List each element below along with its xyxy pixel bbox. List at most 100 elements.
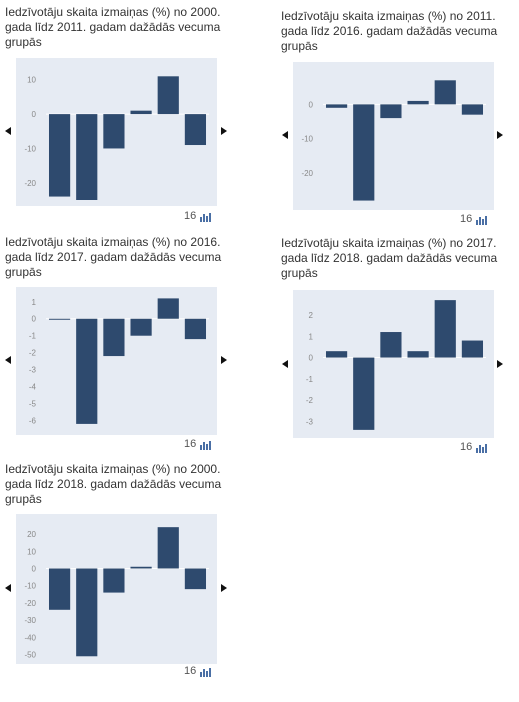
next-arrow-icon[interactable] xyxy=(221,356,227,364)
chart-title: Iedzīvotāju skaita izmaiņas (%) no 2000.… xyxy=(5,5,221,49)
bar[interactable] xyxy=(407,351,429,358)
bar[interactable] xyxy=(76,318,98,424)
chart-panel-3: Iedzīvotāju skaita izmaiņas (%) no 2016.… xyxy=(0,0,250,460)
footer-count: 16 xyxy=(460,213,473,225)
prev-arrow-icon[interactable] xyxy=(5,356,11,364)
y-tick-label: 0 xyxy=(32,110,37,119)
bar[interactable] xyxy=(434,80,456,105)
y-tick-label: 0 xyxy=(32,564,37,573)
plot-area: 2 1 0 -1 -2 -3 xyxy=(293,290,494,438)
bar[interactable] xyxy=(353,104,375,201)
y-tick-label: -30 xyxy=(24,616,36,625)
plot-area: 1 0 -1 -2 -3 -4 -5 -6 xyxy=(16,287,217,435)
chart-title: Iedzīvotāju skaita izmaiņas (%) no 2000.… xyxy=(5,462,222,506)
bar[interactable] xyxy=(76,568,98,657)
y-tick-label: -10 xyxy=(301,135,313,144)
bar-chart: 10 0 -10 -20 xyxy=(24,76,209,200)
bar[interactable] xyxy=(130,566,152,569)
chart-footer[interactable]: 16 xyxy=(184,665,212,677)
chart-footer[interactable]: 16 xyxy=(460,441,488,453)
y-tick-label: 0 xyxy=(32,315,37,324)
bar[interactable] xyxy=(130,110,152,115)
bar[interactable] xyxy=(157,527,179,569)
bar[interactable] xyxy=(103,318,125,357)
y-tick-label: -3 xyxy=(306,417,314,426)
bar-chart-icon[interactable] xyxy=(476,444,488,453)
next-arrow-icon[interactable] xyxy=(221,584,227,592)
bar[interactable] xyxy=(103,114,125,149)
bar[interactable] xyxy=(48,114,71,197)
plot-area: 10 0 -10 -20 xyxy=(16,58,217,206)
bar[interactable] xyxy=(380,332,402,358)
bar[interactable] xyxy=(380,104,402,119)
bar-chart-icon[interactable] xyxy=(200,213,212,222)
bar[interactable] xyxy=(434,300,456,358)
bar[interactable] xyxy=(184,318,207,340)
y-tick-label: 0 xyxy=(309,354,314,363)
bar[interactable] xyxy=(76,114,98,200)
next-arrow-icon[interactable] xyxy=(497,131,503,139)
chart-footer[interactable]: 16 xyxy=(460,213,488,225)
y-tick-label: 10 xyxy=(27,76,36,85)
bar[interactable] xyxy=(130,318,152,336)
bar[interactable] xyxy=(157,298,179,319)
footer-count: 16 xyxy=(184,210,197,222)
chart-footer[interactable]: 16 xyxy=(184,210,212,222)
bar[interactable] xyxy=(103,568,125,593)
y-tick-label: -2 xyxy=(306,396,314,405)
y-tick-label: 0 xyxy=(309,100,314,109)
y-tick-label: -50 xyxy=(24,651,36,660)
chart-title: Iedzīvotāju skaita izmaiņas (%) no 2011.… xyxy=(281,9,498,53)
bar-chart: 20 10 0 -10 -20 -30 -40 -50 xyxy=(24,527,209,660)
bar[interactable] xyxy=(461,340,484,358)
plot-area: 20 10 0 -10 -20 -30 -40 -50 xyxy=(16,514,217,664)
chart-title: Iedzīvotāju skaita izmaiņas (%) no 2016.… xyxy=(5,235,222,279)
prev-arrow-icon[interactable] xyxy=(5,584,11,592)
chart-panel-1: Iedzīvotāju skaita izmaiņas (%) no 2000.… xyxy=(0,0,250,230)
bar[interactable] xyxy=(48,318,71,320)
y-tick-label: -10 xyxy=(24,144,36,153)
y-tick-label: -20 xyxy=(24,599,36,608)
bar[interactable] xyxy=(48,568,71,610)
chart-title: Iedzīvotāju skaita izmaiņas (%) no 2017.… xyxy=(281,236,498,280)
bar[interactable] xyxy=(325,104,348,108)
y-tick-label: -5 xyxy=(29,400,37,409)
y-tick-label: -4 xyxy=(29,383,37,392)
footer-count: 16 xyxy=(184,665,197,677)
y-tick-label: -20 xyxy=(301,169,313,178)
chart-panel-4: Iedzīvotāju skaita izmaiņas (%) no 2017.… xyxy=(281,236,503,453)
prev-arrow-icon[interactable] xyxy=(282,360,288,368)
prev-arrow-icon[interactable] xyxy=(5,127,11,135)
footer-count: 16 xyxy=(460,441,473,453)
plot-area: 0 -10 -20 xyxy=(293,62,494,210)
bar-chart-icon[interactable] xyxy=(200,668,212,677)
chart-panel-2: Iedzīvotāju skaita izmaiņas (%) no 2011.… xyxy=(0,0,519,230)
bar-chart-icon[interactable] xyxy=(200,441,212,450)
next-arrow-icon[interactable] xyxy=(221,127,227,135)
chart-panel-5: Iedzīvotāju skaita izmaiņas (%) no 2000.… xyxy=(0,0,250,702)
bar-chart: 0 -10 -20 xyxy=(301,80,486,201)
y-tick-label: -6 xyxy=(29,417,37,426)
y-tick-label: 2 xyxy=(309,311,314,320)
bar[interactable] xyxy=(407,100,429,105)
chart-footer[interactable]: 16 xyxy=(184,438,212,450)
bar-chart-icon[interactable] xyxy=(476,216,488,225)
bar[interactable] xyxy=(157,76,179,115)
bar-chart: 1 0 -1 -2 -3 -4 -5 -6 xyxy=(29,298,209,426)
y-tick-label: 1 xyxy=(309,332,314,341)
y-tick-label: -3 xyxy=(29,366,37,375)
bar[interactable] xyxy=(325,351,348,358)
prev-arrow-icon[interactable] xyxy=(282,131,288,139)
bar[interactable] xyxy=(184,568,207,590)
bar[interactable] xyxy=(353,357,375,430)
bar[interactable] xyxy=(461,104,484,115)
bar[interactable] xyxy=(184,114,207,146)
footer-count: 16 xyxy=(184,438,197,450)
y-tick-label: -1 xyxy=(306,375,314,384)
y-tick-label: -1 xyxy=(29,332,37,341)
next-arrow-icon[interactable] xyxy=(497,360,503,368)
y-tick-label: 20 xyxy=(27,530,36,539)
y-tick-label: -20 xyxy=(24,179,36,188)
y-tick-label: -40 xyxy=(24,633,36,642)
y-tick-label: -2 xyxy=(29,349,37,358)
